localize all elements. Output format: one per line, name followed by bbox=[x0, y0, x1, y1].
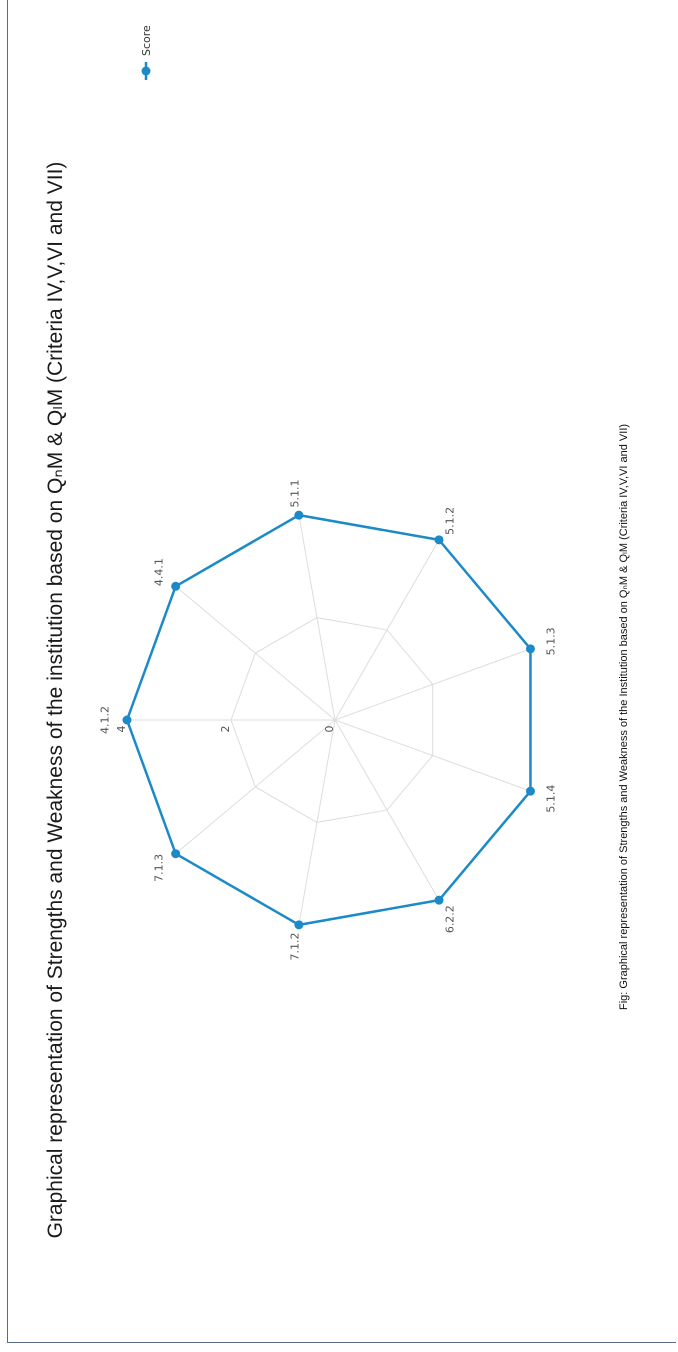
category-label: 5.1.4 bbox=[545, 785, 558, 813]
tick-label: 0 bbox=[323, 726, 336, 733]
chart-title: Graphical representation of Strengths an… bbox=[44, 162, 67, 1239]
category-labels: 4.1.2 4.4.1 5.1.1 5.1.2 5.1.3 5.1.4 6.2.2 7.1.2… bbox=[99, 479, 558, 960]
data-point-6-2-2[interactable] bbox=[434, 895, 444, 905]
data-point-4-1-2[interactable] bbox=[122, 715, 132, 725]
data-point-5-1-4[interactable] bbox=[525, 786, 535, 796]
grid-spoke bbox=[298, 515, 336, 721]
category-label: 7.1.2 bbox=[289, 933, 302, 961]
data-point-4-4-1[interactable] bbox=[171, 581, 181, 591]
data-point-5-1-1[interactable] bbox=[294, 510, 304, 520]
grid-spoke bbox=[175, 585, 336, 721]
grid-spoke bbox=[334, 719, 531, 792]
legend[interactable]: Score bbox=[140, 25, 153, 80]
tick-label: 4 bbox=[115, 726, 128, 733]
grid-spoke bbox=[175, 719, 336, 855]
category-label: 4.4.1 bbox=[152, 558, 165, 586]
category-label: 6.2.2 bbox=[444, 905, 457, 933]
grid-spoke bbox=[334, 719, 440, 901]
series-line bbox=[125, 513, 532, 927]
grid-spoke bbox=[334, 539, 440, 721]
figure-caption: Fig: Graphical representation of Strengt… bbox=[618, 424, 630, 1010]
tick-label: 2 bbox=[219, 726, 232, 733]
data-point-5-1-3[interactable] bbox=[525, 644, 535, 654]
category-label: 5.1.3 bbox=[545, 627, 558, 655]
grid-spoke bbox=[298, 719, 336, 925]
category-label: 5.1.1 bbox=[289, 479, 302, 507]
grid-ring bbox=[230, 617, 434, 823]
category-label: 4.1.2 bbox=[99, 706, 112, 734]
category-label: 7.1.3 bbox=[152, 854, 165, 882]
legend-marker bbox=[141, 66, 151, 76]
series-score bbox=[122, 510, 535, 930]
radial-ticks: 0 2 4 bbox=[115, 726, 336, 733]
data-point-5-1-2[interactable] bbox=[434, 535, 444, 545]
category-label: 5.1.2 bbox=[444, 507, 457, 535]
data-point-7-1-3[interactable] bbox=[171, 849, 181, 859]
chart-frame bbox=[7, 0, 676, 1343]
grid-spoke bbox=[334, 648, 531, 721]
legend-label: Score bbox=[140, 25, 153, 56]
data-point-7-1-2[interactable] bbox=[294, 920, 304, 930]
